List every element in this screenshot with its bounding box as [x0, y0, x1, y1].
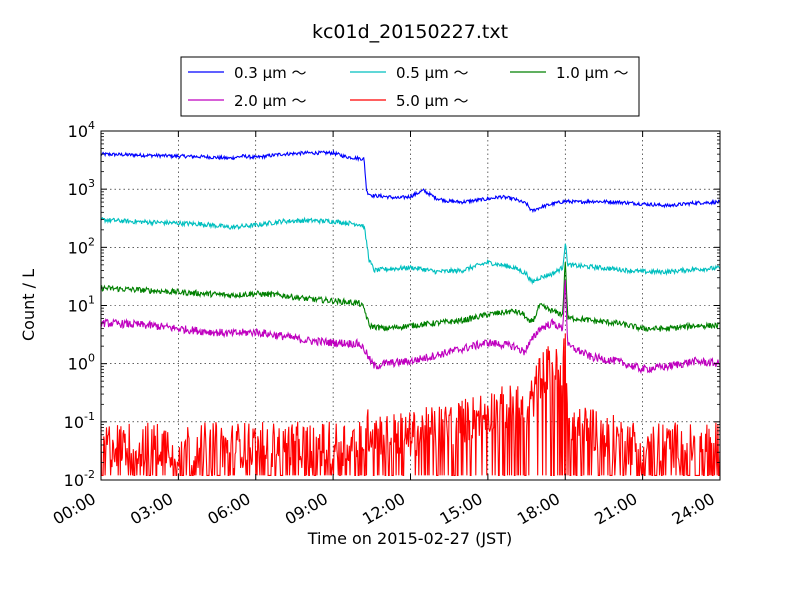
y-tick-label: 103	[68, 177, 95, 199]
x-tick-label: 15:00	[436, 489, 485, 529]
legend-frame	[180, 56, 640, 117]
ticks	[100, 130, 721, 481]
y-axis-label: Count / L	[19, 269, 38, 341]
chart-title: kc01d_20150227.txt	[312, 21, 508, 43]
y-tick-label: 100	[68, 352, 95, 374]
legend-label: 2.0 μm ～	[234, 92, 307, 110]
x-tick-label: 06:00	[204, 489, 253, 529]
legend-label: 1.0 μm ～	[556, 64, 629, 82]
legend: 0.3 μm ～ 0.5 μm ～ 1.0 μm ～ 2.0 μm ～ 5.0 μm ～	[180, 56, 640, 117]
legend-label: 0.3 μm ～	[234, 64, 307, 82]
y-tick-label: 102	[68, 235, 95, 257]
y-tick-labels: 10-2 10-1 100 101 102 103 104	[64, 119, 95, 490]
series-line-0	[100, 149, 721, 214]
y-tick-label: 10-1	[64, 410, 95, 432]
series-line-4	[100, 333, 721, 476]
x-tick-label: 00:00	[50, 489, 99, 529]
x-tick-labels: 00:00 03:00 06:00 09:00 12:00 15:00 18:00 21:00…	[50, 489, 718, 529]
series-line-2	[100, 262, 721, 333]
x-tick-label: 24:00	[669, 489, 718, 529]
series-line-3	[100, 280, 721, 375]
x-tick-label: 09:00	[282, 489, 331, 529]
x-tick-label: 12:00	[359, 489, 408, 529]
x-tick-label: 18:00	[514, 489, 563, 529]
series-layer	[100, 149, 721, 476]
legend-label: 5.0 μm ～	[396, 92, 469, 110]
series-line-1	[100, 216, 721, 286]
x-tick-label: 03:00	[127, 489, 176, 529]
y-tick-label: 101	[68, 294, 95, 316]
x-axis-label: Time on 2015-02-27 (JST)	[307, 529, 512, 548]
legend-label: 0.5 μm ～	[396, 64, 469, 82]
y-tick-label: 104	[68, 119, 95, 141]
x-tick-label: 21:00	[591, 489, 640, 529]
y-tick-label: 10-2	[64, 468, 95, 490]
